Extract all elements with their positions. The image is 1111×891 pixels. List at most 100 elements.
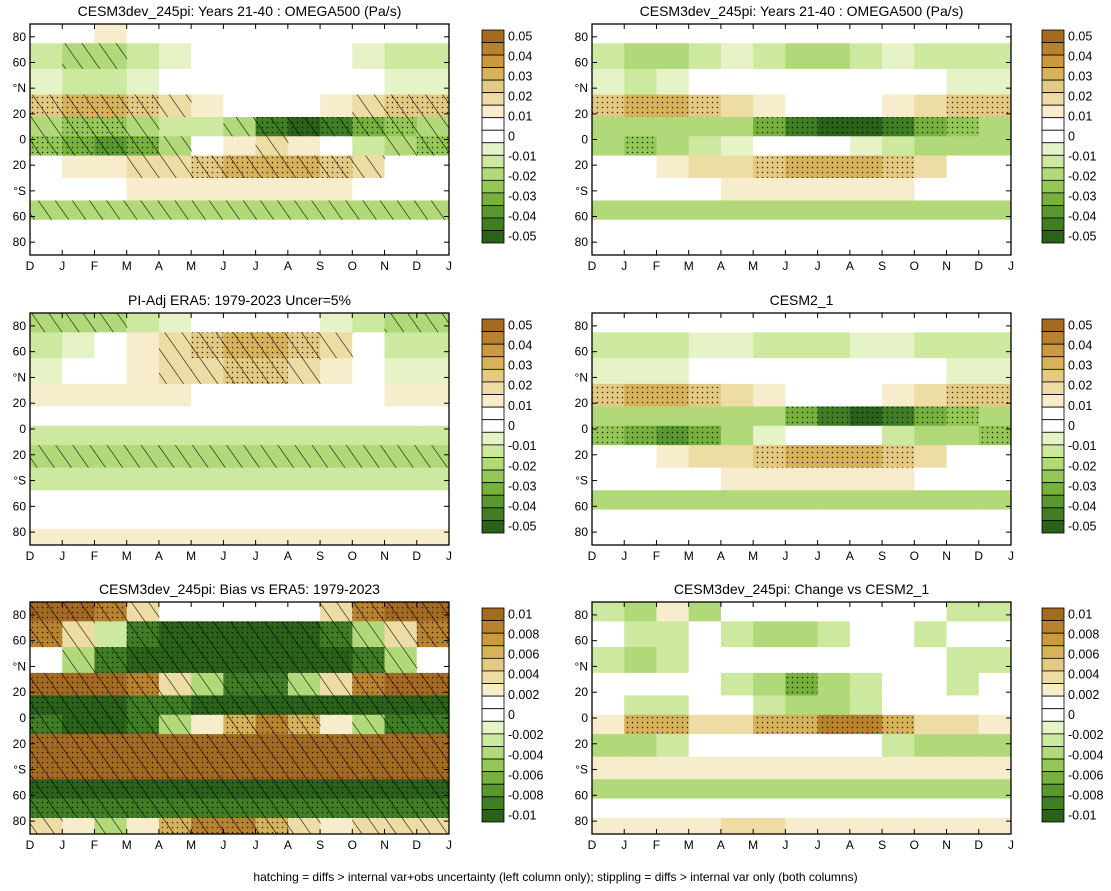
heat-cell	[978, 509, 1011, 530]
heat-cell	[592, 238, 625, 255]
heat-cell	[624, 178, 658, 202]
hatch-cell	[255, 621, 289, 648]
hatch-cell	[62, 602, 95, 622]
colorbar-swatch	[481, 494, 505, 509]
heat-cell	[978, 445, 1011, 469]
stipple-cell	[882, 445, 915, 468]
colorbar-swatch	[1041, 142, 1065, 156]
heat-cell	[946, 178, 980, 202]
hatch-cell	[62, 200, 95, 220]
x-tick-label: O	[348, 549, 357, 563]
x-tick-label: J	[446, 549, 452, 563]
heat-cell	[656, 155, 690, 179]
y-tick-label: 20	[13, 448, 27, 462]
x-tick-label: J	[782, 838, 788, 852]
panel-field	[592, 602, 1011, 834]
stipple-cell	[817, 714, 850, 735]
hatch-cell	[62, 779, 95, 799]
heat-cell	[255, 425, 289, 446]
heat-cell	[656, 734, 690, 758]
hatch-cell	[126, 94, 160, 118]
heat-cell	[416, 406, 449, 427]
heat-cell	[817, 332, 851, 359]
heat-cell	[624, 672, 658, 697]
heat-cell	[94, 490, 128, 511]
heat-cell	[978, 672, 1011, 697]
hatch-cell	[94, 200, 128, 220]
colorbar-swatch	[481, 733, 505, 747]
colorbar-label: -0.05	[1068, 520, 1097, 534]
x-tick-label: N	[942, 549, 951, 563]
panel-6: CESM3dev_245pi: Change vs CESM2_1 80 60 °N 2…	[575, 581, 1014, 852]
stipple-cell	[656, 383, 689, 407]
heat-cell	[62, 490, 96, 511]
heat-cell	[946, 445, 980, 469]
colorbar-swatch	[481, 419, 505, 433]
heat-cell	[656, 817, 690, 834]
heat-cell	[946, 43, 980, 70]
x-tick-label: J	[815, 549, 821, 563]
colorbar-swatch	[1041, 431, 1065, 446]
heat-cell	[416, 509, 449, 530]
y-tick-label: °S	[13, 474, 26, 488]
heat-cell	[287, 406, 321, 427]
heat-cell	[882, 647, 915, 674]
hatch-cell	[255, 817, 289, 834]
hatch-cell	[126, 136, 160, 156]
heat-cell	[416, 425, 449, 446]
heat-cell	[914, 219, 948, 240]
y-tick-label: 20	[13, 737, 27, 751]
x-tick-label: J	[1008, 549, 1014, 563]
heat-cell	[624, 43, 658, 70]
heat-cell	[126, 219, 160, 240]
heat-cell	[287, 219, 321, 240]
heat-cell	[223, 178, 257, 202]
heat-cell	[688, 734, 722, 758]
heat-cell	[191, 219, 224, 240]
heat-cell	[849, 238, 883, 255]
x-tick-label: D	[26, 259, 35, 273]
heat-cell	[384, 238, 418, 255]
hatch-cell	[191, 798, 224, 818]
x-tick-label: S	[316, 838, 324, 852]
heat-cell	[30, 509, 63, 530]
colorbar-swatch	[1041, 79, 1065, 94]
hatch-cell	[30, 798, 63, 818]
x-tick-label: J	[253, 259, 259, 273]
heat-cell	[914, 332, 948, 359]
colorbar-swatch	[1041, 683, 1065, 697]
hatch-cell	[158, 798, 192, 818]
heat-cell	[416, 24, 449, 44]
heat-cell	[882, 798, 915, 819]
heat-cell	[914, 68, 948, 96]
heat-cell	[592, 68, 625, 96]
colorbar-label: 0.008	[1068, 627, 1099, 641]
heat-cell	[656, 178, 690, 202]
heat-cell	[352, 406, 386, 427]
hatch-cell	[255, 358, 289, 384]
hatch-cell	[384, 647, 418, 673]
heat-cell	[592, 219, 625, 240]
hatch-cell	[320, 756, 353, 780]
heat-cell	[849, 695, 883, 716]
heat-cell	[849, 756, 883, 780]
colorbar-label: 0.004	[1068, 668, 1099, 682]
heat-cell	[352, 313, 386, 333]
colorbar-label: -0.01	[1068, 150, 1097, 164]
colorbar-swatch	[1041, 154, 1065, 169]
x-tick-label: D	[412, 259, 421, 273]
colorbar-swatch	[1041, 645, 1065, 659]
hatch-cell	[416, 117, 449, 137]
y-tick-label: 20	[13, 396, 27, 410]
heat-cell	[720, 43, 754, 70]
heat-cell	[817, 178, 851, 202]
heat-cell	[624, 238, 658, 255]
heat-cell	[753, 695, 786, 716]
heat-cell	[158, 238, 192, 255]
heat-cell	[255, 68, 289, 96]
heat-cell	[624, 68, 658, 96]
stipple-cell	[882, 714, 915, 735]
x-tick-label: M	[748, 838, 758, 852]
heat-cell	[320, 528, 353, 545]
heat-cell	[914, 313, 948, 333]
